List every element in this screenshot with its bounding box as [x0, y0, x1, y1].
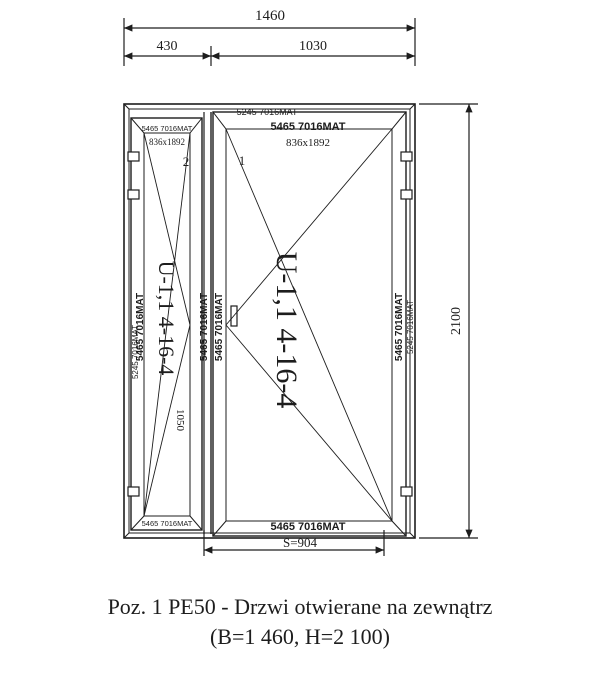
- caption-dimensions: (B=1 460, H=2 100): [209, 624, 391, 649]
- left-sash-bottom-profile: 5465 7016MAT: [142, 519, 193, 528]
- left-sash-size: 836x1892: [149, 137, 185, 147]
- hinge-right-2: [400, 189, 413, 200]
- frame-top-profile: 5245 7016MAT: [237, 107, 298, 117]
- sash-post: [203, 112, 212, 534]
- left-sash-mid-profile: 5465 7016MAT: [199, 293, 210, 361]
- left-sash: [130, 117, 203, 531]
- hinge-left-3: [127, 486, 140, 497]
- right-sash: [212, 111, 407, 537]
- dim-s-width: S=904: [283, 535, 318, 550]
- frame-left-profile: 5245 7016MAT: [131, 325, 140, 379]
- left-sash-glass: U-1,1 4-16-4: [154, 261, 179, 376]
- dim-left-width: 430: [157, 39, 178, 54]
- dim-height: 2100: [449, 307, 464, 335]
- window-drawing: 1460 430 1030 2100 S=904 5245 7016MAT 52…: [123, 8, 478, 556]
- dimension-lines-top: [123, 18, 416, 66]
- left-sash-number: 2: [183, 154, 190, 169]
- right-sash-bottom-profile: 5465 7016MAT: [270, 521, 345, 533]
- right-sash-number: 1: [239, 153, 246, 168]
- left-sash-left-profile: 5465 7016MAT: [135, 293, 146, 361]
- hinge-left-1: [127, 151, 140, 162]
- dimension-line-s: [203, 530, 385, 556]
- right-sash-glass: U-1,1 4-16-4: [270, 252, 303, 409]
- right-sash-top-profile: 5465 7016MAT: [270, 121, 345, 133]
- right-sash-size: 836x1892: [286, 137, 330, 149]
- left-sash-top-profile: 5465 7016MAT: [142, 124, 193, 133]
- door-handle: [230, 305, 238, 327]
- dim-right-width: 1030: [299, 39, 327, 54]
- left-sash-mid-profile-2: 5465 7016MAT: [214, 293, 225, 361]
- right-sash-right-profile: 5465 7016MAT: [394, 293, 405, 361]
- hinge-left-2: [127, 189, 140, 200]
- left-sash-glass-size: 1050: [174, 409, 186, 432]
- hinge-right-1: [400, 151, 413, 162]
- caption-title: Poz. 1 PE50 - Drzwi otwierane na zewnątr…: [107, 594, 493, 619]
- hinge-right-3: [400, 486, 413, 497]
- frame-right-profile: 5245 7016MAT: [406, 300, 415, 354]
- dimension-line-height: [419, 103, 478, 539]
- outer-frame: [123, 103, 416, 539]
- dim-total-width: 1460: [255, 8, 285, 24]
